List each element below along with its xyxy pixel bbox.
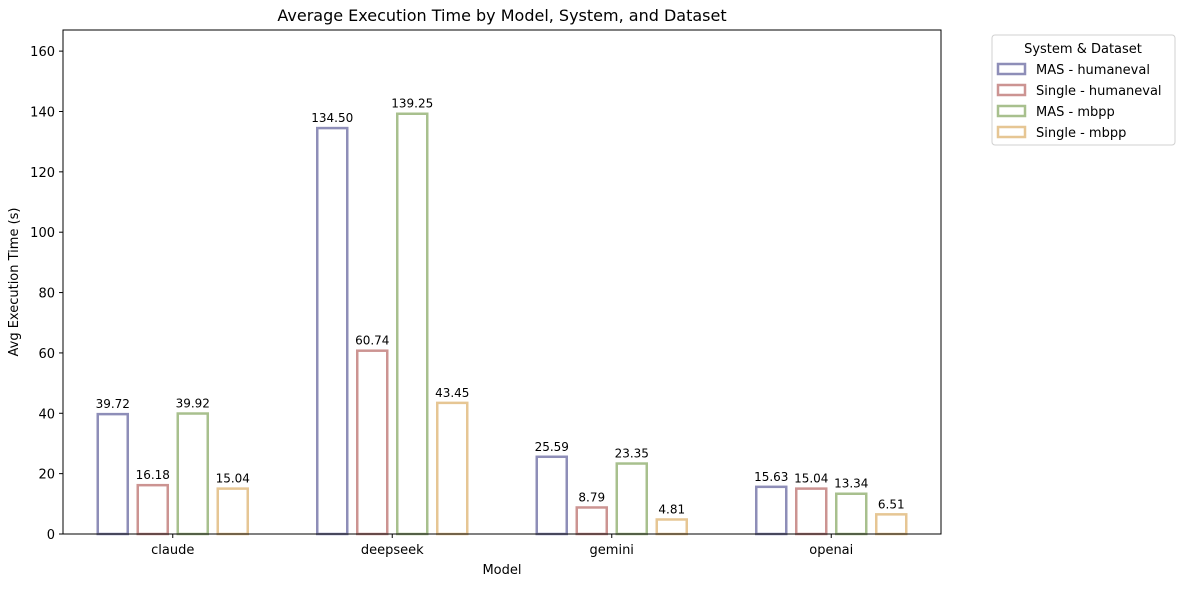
- bar-value-label: 139.25: [391, 97, 433, 111]
- data-labels-group: 39.72 16.18 39.92 15.04 134.50 60.74 139.25 43.…: [96, 97, 905, 517]
- bar: [795, 487, 828, 536]
- bar: [356, 349, 389, 536]
- bar-value-label: 15.04: [794, 472, 828, 486]
- y-tick-label: 0: [47, 528, 55, 543]
- plot-area-frame: [62, 29, 942, 535]
- bar: [575, 506, 608, 536]
- bar: [176, 412, 209, 536]
- x-tick-label: claude: [151, 543, 194, 558]
- legend-swatch: [996, 83, 1027, 97]
- bar-value-label: 23.35: [615, 447, 649, 461]
- y-tick-label: 20: [38, 468, 55, 483]
- y-tick-label: 100: [30, 226, 55, 241]
- y-tick-label: 80: [38, 287, 55, 302]
- x-axis-label: Model: [482, 563, 521, 578]
- bar: [396, 112, 429, 536]
- legend-swatch: [996, 104, 1027, 118]
- bar-value-label: 134.50: [311, 111, 353, 125]
- y-tick-label: 140: [30, 105, 55, 120]
- bar: [136, 483, 169, 536]
- bar-value-label: 8.79: [578, 490, 605, 504]
- legend-entry-label: MAS - mbpp: [1036, 105, 1115, 120]
- bar-value-label: 39.72: [96, 397, 130, 411]
- legend-entry-label: Single - humaneval: [1036, 84, 1162, 99]
- legend-box: [991, 34, 1176, 146]
- x-tick-label: gemini: [590, 543, 634, 558]
- chart-title: Average Execution Time by Model, System,…: [277, 6, 726, 25]
- x-axis-ticks: claude deepseek gemini openai: [151, 534, 853, 558]
- legend: System & Dataset MAS - humaneval Single -…: [991, 34, 1176, 146]
- bar: [535, 455, 568, 536]
- bar: [835, 492, 868, 536]
- bar: [655, 518, 688, 536]
- bar-value-label: 4.81: [658, 502, 685, 516]
- y-tick-label: 120: [30, 166, 55, 181]
- y-axis-label: Avg Execution Time (s): [7, 208, 22, 357]
- y-axis-ticks: 0 20 40 60 80 100 120 140 160: [30, 45, 63, 543]
- x-tick-label: deepseek: [361, 543, 424, 558]
- legend-swatch: [996, 125, 1027, 139]
- bar-value-label: 16.18: [136, 468, 170, 482]
- bar-value-label: 6.51: [878, 497, 905, 511]
- bar: [875, 513, 908, 536]
- bar-value-label: 60.74: [355, 334, 389, 348]
- bar: [96, 412, 129, 536]
- bar-series-group: [96, 112, 908, 536]
- y-tick-label: 160: [30, 45, 55, 60]
- bar: [615, 462, 648, 536]
- y-tick-label: 40: [38, 407, 55, 422]
- bar-value-label: 39.92: [176, 397, 210, 411]
- bar: [216, 487, 249, 536]
- legend-entry-label: MAS - humaneval: [1036, 63, 1150, 78]
- bar-value-label: 13.34: [834, 477, 868, 491]
- legend-items: MAS - humaneval Single - humaneval MAS - m…: [996, 62, 1162, 141]
- bar: [316, 126, 349, 536]
- bar: [436, 401, 469, 536]
- bar-value-label: 43.45: [435, 386, 469, 400]
- legend-title: System & Dataset: [1024, 42, 1142, 57]
- legend-entry-label: Single - mbpp: [1036, 126, 1126, 141]
- bar-value-label: 25.59: [535, 440, 569, 454]
- bar-value-label: 15.63: [754, 470, 788, 484]
- legend-swatch: [996, 62, 1027, 76]
- bar-value-label: 15.04: [216, 472, 250, 486]
- bar: [755, 485, 788, 536]
- y-tick-label: 60: [38, 347, 55, 362]
- x-tick-label: openai: [809, 543, 853, 558]
